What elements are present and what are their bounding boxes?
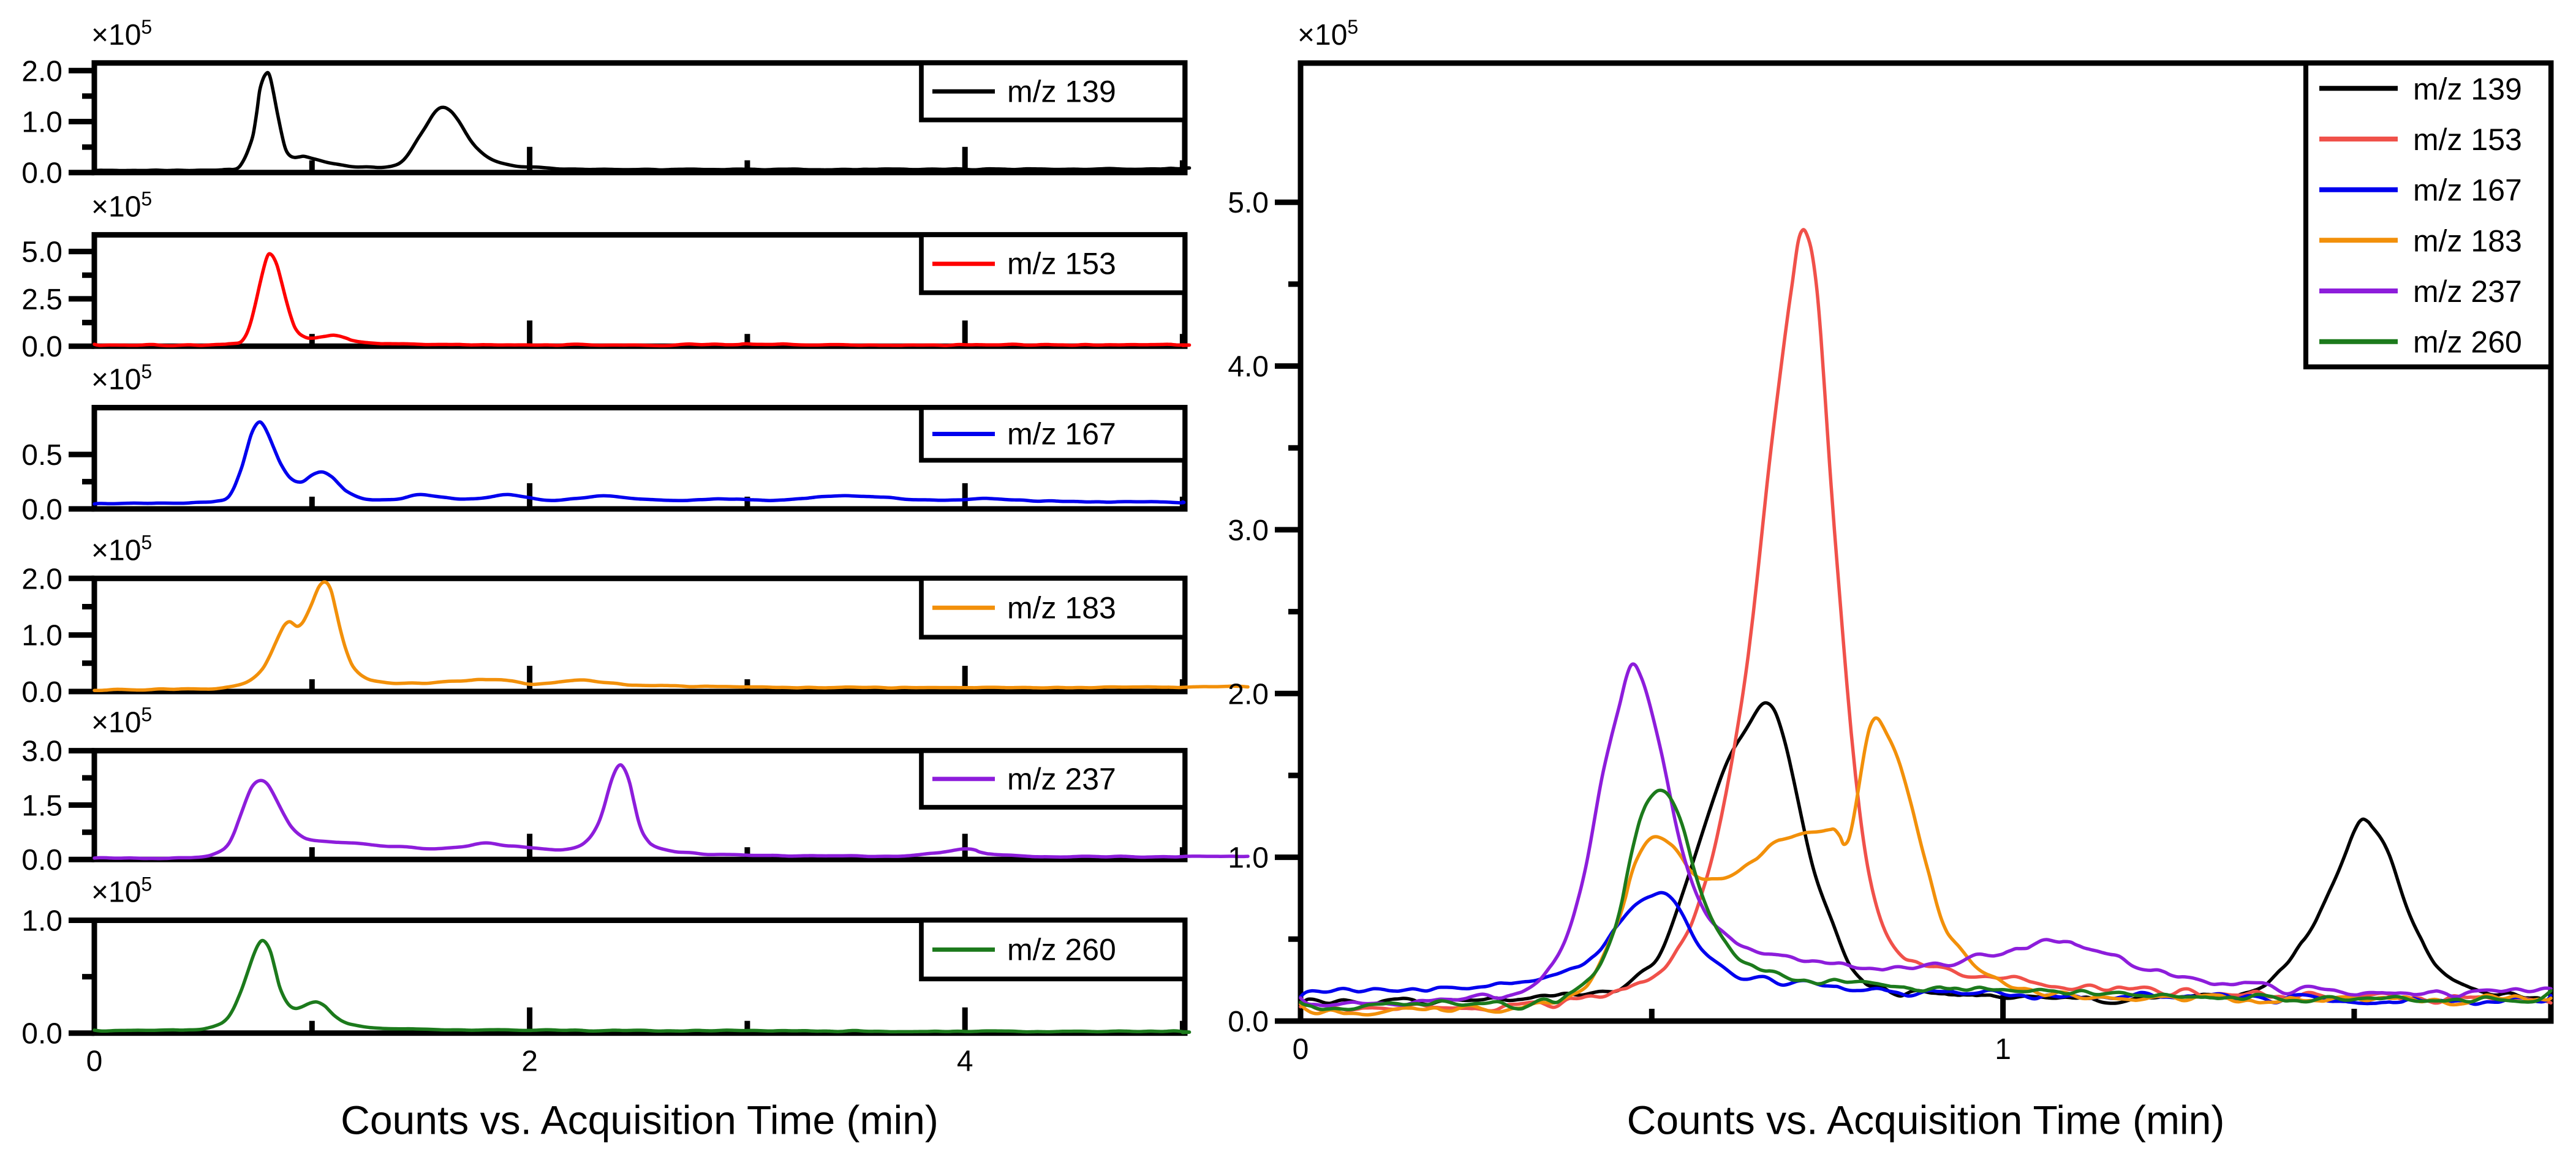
svg-text:m/z 139: m/z 139 — [2413, 72, 2522, 106]
svg-text:5.0: 5.0 — [1228, 187, 1269, 219]
svg-text:5.0: 5.0 — [21, 236, 62, 269]
svg-text:0.0: 0.0 — [21, 676, 62, 709]
svg-text:Counts vs. Acquisition Time (m: Counts vs. Acquisition Time (min) — [341, 1098, 939, 1143]
svg-text:m/z 139: m/z 139 — [1007, 74, 1116, 108]
svg-text:1.0: 1.0 — [21, 107, 62, 139]
svg-text:0.0: 0.0 — [21, 157, 62, 190]
svg-text:m/z 167: m/z 167 — [2413, 173, 2522, 208]
svg-text:0.0: 0.0 — [21, 494, 62, 526]
svg-text:3.0: 3.0 — [1228, 514, 1269, 547]
svg-text:m/z 237: m/z 237 — [1007, 762, 1116, 796]
svg-text:0: 0 — [86, 1046, 103, 1078]
svg-text:2: 2 — [521, 1046, 538, 1078]
svg-text:2.0: 2.0 — [1228, 678, 1269, 710]
svg-text:4.0: 4.0 — [1228, 351, 1269, 383]
svg-text:2.0: 2.0 — [21, 563, 62, 595]
svg-text:m/z 153: m/z 153 — [1007, 247, 1116, 281]
svg-text:m/z 183: m/z 183 — [1007, 590, 1116, 625]
svg-text:0.0: 0.0 — [21, 844, 62, 876]
svg-text:m/z 183: m/z 183 — [2413, 224, 2522, 258]
svg-text:3.0: 3.0 — [21, 736, 62, 768]
svg-text:0.5: 0.5 — [21, 439, 62, 472]
svg-text:1: 1 — [1995, 1033, 2011, 1066]
svg-text:1.0: 1.0 — [21, 905, 62, 938]
svg-text:m/z 260: m/z 260 — [2413, 325, 2522, 360]
svg-text:m/z 260: m/z 260 — [1007, 932, 1116, 967]
svg-text:0: 0 — [1293, 1033, 1309, 1066]
svg-text:2.5: 2.5 — [21, 284, 62, 316]
svg-text:0.0: 0.0 — [1228, 1006, 1269, 1038]
svg-text:m/z 153: m/z 153 — [2413, 123, 2522, 157]
svg-text:m/z 237: m/z 237 — [2413, 274, 2522, 309]
svg-text:4: 4 — [957, 1046, 973, 1078]
svg-text:m/z 167: m/z 167 — [1007, 417, 1116, 451]
svg-text:1.0: 1.0 — [1228, 842, 1269, 875]
svg-text:Counts vs. Acquisition Time (m: Counts vs. Acquisition Time (min) — [1627, 1098, 2225, 1143]
svg-text:0.0: 0.0 — [21, 1018, 62, 1050]
svg-text:2.0: 2.0 — [21, 55, 62, 88]
svg-text:0.0: 0.0 — [21, 331, 62, 363]
svg-text:1.5: 1.5 — [21, 790, 62, 822]
svg-text:1.0: 1.0 — [21, 620, 62, 652]
